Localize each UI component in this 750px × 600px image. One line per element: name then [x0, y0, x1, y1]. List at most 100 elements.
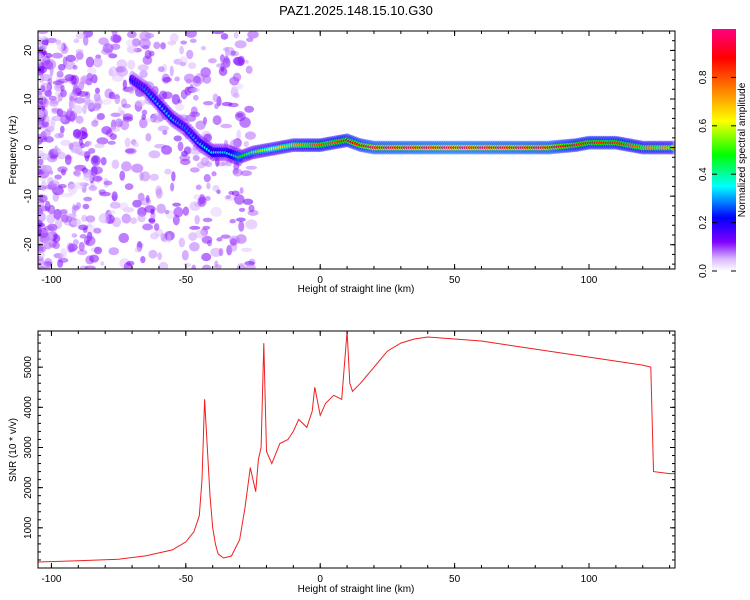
spectrogram-noise-cell: [153, 223, 160, 231]
spectrogram-noise-cell: [160, 42, 166, 50]
x-tick-label: -100: [41, 574, 61, 585]
spectrogram-noise-cell: [56, 43, 64, 51]
spectrogram-noise-cell: [108, 53, 118, 59]
spectrogram-noise-cell: [73, 105, 83, 115]
spectrogram-noise-cell: [183, 73, 195, 83]
spectrogram-noise-cell: [171, 93, 181, 105]
spectrogram-noise-cell: [86, 67, 97, 75]
spectrogram-noise-cell: [114, 118, 123, 128]
colorbar-tick-label: 0.6: [698, 118, 709, 132]
y-tick-label: -20: [23, 237, 34, 252]
spectrogram-noise-cell: [173, 206, 184, 218]
spectrogram-noise-cell: [110, 43, 121, 50]
x-tick-label: 0: [317, 275, 323, 286]
spectrogram-noise-cell: [141, 114, 147, 121]
spectrogram-noise-cell: [236, 129, 241, 141]
y-tick-label: 0: [23, 144, 34, 150]
spectrogram-noise-cell: [120, 110, 125, 116]
spectrogram-noise-cell: [82, 35, 89, 46]
spectrogram-noise-cell: [220, 123, 233, 129]
spectrogram-noise-cell: [122, 79, 128, 90]
spectrogram-noise-cell: [142, 223, 154, 231]
spectrogram-noise-cell: [235, 217, 246, 222]
spectrogram-noise-cell: [192, 154, 200, 162]
spectrogram-noise-cell: [240, 170, 252, 177]
spectrogram-noise-cell: [134, 99, 146, 107]
x-tick-label: 50: [449, 574, 461, 585]
colorbar-label: Normalized spectral amplitude: [737, 82, 748, 217]
spectrogram-noise-cell: [54, 133, 63, 139]
spectrogram-noise-cell: [90, 155, 101, 166]
spectrogram-noise-cell: [131, 38, 141, 47]
spectrogram-noise-cell: [53, 83, 63, 92]
spectrogram-noise-cell: [40, 180, 47, 192]
spectrogram-noise-cell: [247, 31, 259, 39]
spectrogram-noise-cell: [189, 225, 201, 230]
spectrogram-noise-cell: [241, 247, 253, 252]
spectrogram-noise-cell: [194, 215, 200, 225]
x-tick-label: -50: [179, 275, 194, 286]
spectrogram-noise-cell: [83, 174, 95, 182]
chart-title: PAZ1.2025.148.15.10.G30: [279, 3, 433, 18]
spectrogram-noise-cell: [134, 247, 142, 253]
spectrogram-noise-cell: [60, 89, 67, 98]
spectrogram-noise-cell: [118, 202, 129, 211]
spectrogram-noise-cell: [59, 125, 65, 134]
spectrogram-noise-cell: [245, 263, 256, 269]
x-tick-label: -100: [41, 275, 61, 286]
spectrogram-noise-cell: [100, 156, 107, 166]
spectrogram-noise-cell: [212, 115, 222, 126]
spectrogram-noise-cell: [109, 201, 121, 209]
spectrogram-noise-cell: [214, 260, 219, 268]
spectrogram-noise-cell: [38, 222, 46, 228]
spectrogram-noise-cell: [164, 209, 170, 215]
spectrogram-noise-cell: [72, 65, 78, 70]
spectrogram-noise-cell: [112, 35, 122, 44]
spectrogram-noise-cell: [200, 67, 211, 78]
spectrogram-noise-cell: [101, 126, 112, 135]
spectrogram-noise-cell: [239, 116, 251, 128]
spectrogram-frame: [37, 30, 676, 270]
spectrogram-noise-cell: [38, 158, 44, 165]
spectrogram-noise-cell: [202, 75, 212, 84]
spectrogram-noise-cell: [60, 139, 72, 147]
x-tick-label: -50: [179, 574, 194, 585]
spectrogram-noise-cell: [98, 189, 107, 195]
x-tick-label: 100: [581, 574, 598, 585]
spectrogram-noise-cell: [137, 206, 147, 217]
spectrogram-noise-cell: [91, 166, 103, 175]
spectrogram-noise-cell: [57, 257, 69, 263]
spectrogram-marks: [38, 31, 675, 269]
spectrogram-noise-cell: [233, 92, 240, 99]
spectrogram-noise-cell: [56, 110, 68, 118]
spectrogram-noise-cell: [242, 198, 254, 205]
spectrogram-noise-cell: [108, 247, 120, 256]
spectrogram-noise-cell: [157, 125, 169, 132]
colorbar-tick-label: 0.4: [698, 167, 709, 181]
spectrogram-noise-cell: [233, 31, 239, 39]
spectrogram-noise-cell: [234, 40, 247, 49]
spectrogram-noise-cell: [92, 56, 103, 68]
spectrogram-noise-cell: [38, 211, 46, 223]
spectrogram-noise-cell: [205, 160, 213, 168]
spectrogram-noise-cell: [82, 203, 90, 210]
spectrogram-noise-cell: [157, 252, 163, 261]
spectrogram-noise-cell: [46, 213, 56, 224]
spectrogram-y-axis: -20 -10 0 10 20: [23, 30, 675, 265]
snr-series-line: [38, 331, 675, 563]
spectrogram-noise-cell: [189, 38, 197, 44]
spectrogram-noise-cell: [180, 89, 188, 100]
spectrogram-noise-cell: [248, 204, 255, 213]
spectrogram-noise-cell: [137, 64, 149, 72]
spectrogram-noise-cell: [225, 158, 233, 167]
spectrogram-noise-cell: [223, 139, 229, 149]
spectrogram-noise-cell: [202, 217, 213, 223]
spectrogram-noise-cell: [73, 97, 86, 104]
spectrogram-noise-cell: [75, 51, 84, 60]
spectrogram-noise-cell: [244, 131, 256, 140]
spectrogram-noise-cell: [54, 174, 62, 180]
snr-panel: -100 -50 0 50 100 1000 2000 3000 4000 5000 Heigh…: [8, 330, 676, 595]
spectrogram-noise-cell: [245, 219, 258, 230]
spectrogram-noise-cell: [38, 109, 45, 118]
